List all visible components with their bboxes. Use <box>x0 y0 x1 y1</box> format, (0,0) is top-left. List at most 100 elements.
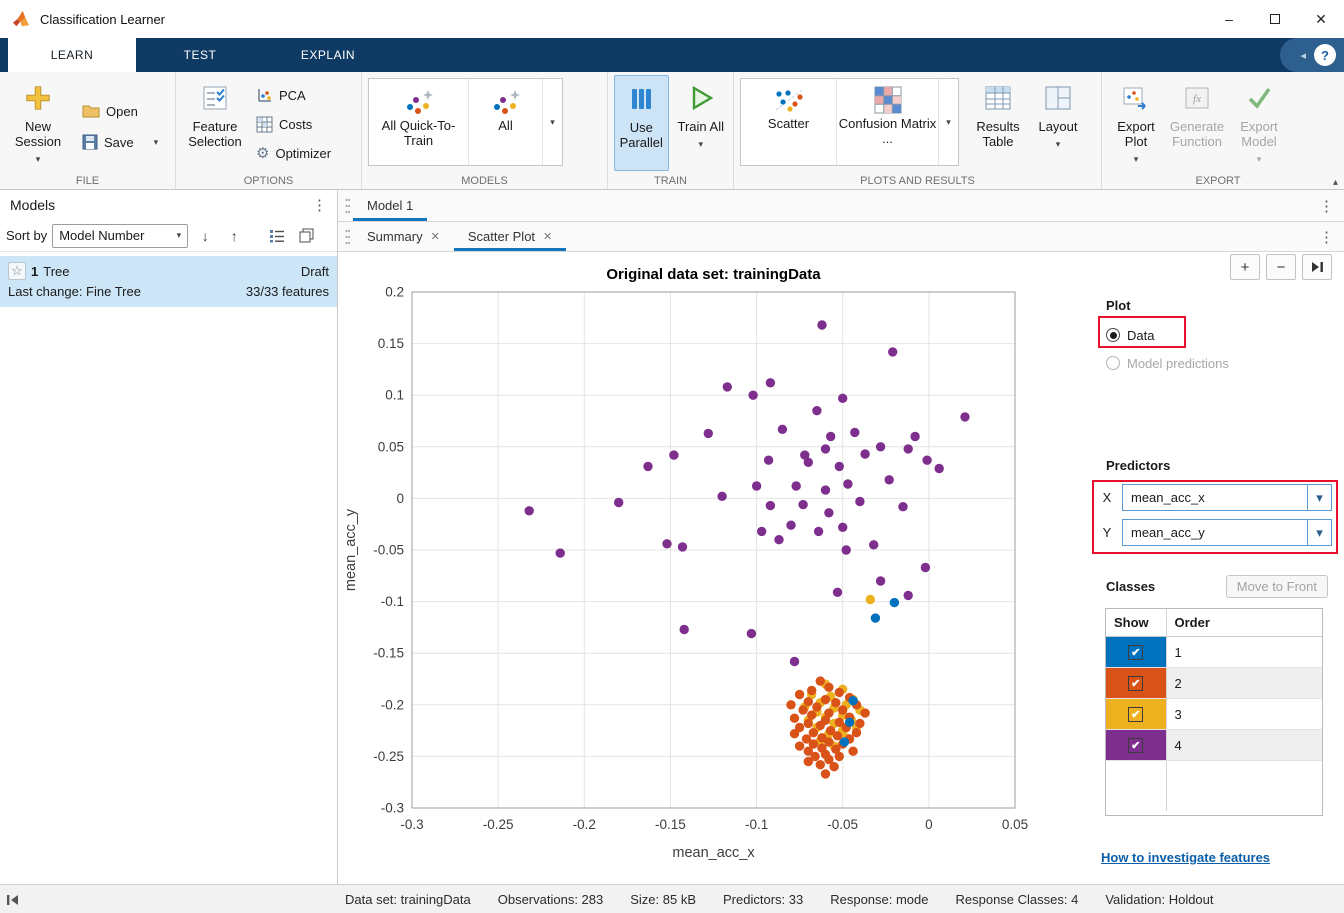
tab-test[interactable]: TEST <box>136 38 264 72</box>
class-order-cell: 3 <box>1166 699 1322 730</box>
collapse-panel-button[interactable] <box>6 885 20 913</box>
collapse-ribbon-button[interactable]: ▴ <box>1333 177 1338 188</box>
models-panel: Models ⋮ Sort by Model Number ▾ ↓ ↑ ☆ 1 … <box>0 190 338 884</box>
duplicate-icon <box>299 228 314 243</box>
app-window: Classification Learner – ✕ LEARN TEST EX… <box>0 0 1344 913</box>
sort-ascending-button[interactable]: ↑ <box>222 224 246 248</box>
document-subtabbar: Summary ✕ Scatter Plot ✕ ⋮ <box>338 222 1344 252</box>
optimizer-label: Optimizer <box>275 146 331 161</box>
results-table-icon <box>984 80 1012 116</box>
chevron-down-icon[interactable]: ▾ <box>1307 485 1331 510</box>
feature-selection-button[interactable]: Feature Selection <box>182 75 248 171</box>
maximize-button[interactable] <box>1252 0 1298 38</box>
models-gallery-all[interactable]: All <box>469 79 543 165</box>
tab-scatter-plot-label: Scatter Plot <box>468 229 535 244</box>
models-gallery-dropdown-button[interactable]: ▾ <box>543 79 562 165</box>
close-button[interactable]: ✕ <box>1298 0 1344 38</box>
save-button[interactable]: Save ▾ <box>82 131 158 153</box>
class-visibility-checkbox[interactable]: ✔ <box>1128 645 1143 660</box>
use-parallel-button[interactable]: Use Parallel <box>614 75 669 171</box>
tab-scatter-plot[interactable]: Scatter Plot ✕ <box>454 222 566 251</box>
results-table-button[interactable]: Results Table <box>967 75 1029 171</box>
how-to-investigate-link[interactable]: How to investigate features <box>1101 850 1270 865</box>
model-tabbar-menu-button[interactable]: ⋮ <box>1309 190 1344 221</box>
export-model-button[interactable]: Export Model ▾ <box>1230 75 1288 171</box>
confusion-matrix-button[interactable]: Confusion Matrix ... <box>837 79 939 165</box>
ribbon-tabbar: LEARN TEST EXPLAIN ◂ ? <box>0 38 1344 72</box>
models-gallery-label: All <box>498 118 512 133</box>
tab-model-1[interactable]: Model 1 <box>353 190 427 221</box>
close-icon[interactable]: ✕ <box>543 230 552 243</box>
favorite-star-icon[interactable]: ☆ <box>8 262 26 280</box>
empty-cell <box>1166 761 1322 811</box>
section-label-export: EXPORT <box>1102 175 1334 187</box>
svg-text:-0.2: -0.2 <box>381 697 404 712</box>
class-row: ✔2 <box>1106 668 1322 699</box>
subtabbar-menu-button[interactable]: ⋮ <box>1309 222 1344 251</box>
status-item: Size: 85 kB <box>630 892 696 907</box>
section-label-file: FILE <box>0 175 175 187</box>
close-icon[interactable]: ✕ <box>431 230 440 243</box>
model-list-item[interactable]: ☆ 1 Tree Draft Last change: Fine Tree 33… <box>0 256 337 307</box>
class-visibility-checkbox[interactable]: ✔ <box>1128 738 1143 753</box>
save-label: Save <box>104 135 134 150</box>
generate-function-button[interactable]: fx Generate Function <box>1164 75 1230 171</box>
radio-model-predictions[interactable]: Model predictions <box>1106 352 1229 374</box>
chevron-down-icon: ▾ <box>177 230 182 241</box>
chevron-down-icon: ▾ <box>1056 137 1061 152</box>
classes-header-row: Classes Move to Front <box>1106 574 1328 598</box>
svg-text:-0.05: -0.05 <box>373 543 404 558</box>
x-predictor-select[interactable]: mean_acc_x ▾ <box>1122 484 1332 511</box>
scatter-label: Scatter <box>768 116 809 131</box>
new-session-button[interactable]: New Session ▾ <box>6 75 70 171</box>
expand-panel-button[interactable] <box>1302 254 1332 280</box>
minimize-button[interactable]: – <box>1206 0 1252 38</box>
open-button[interactable]: Open <box>82 100 158 122</box>
plots-gallery: Scatter Confusion Matrix ... ▾ <box>740 78 959 166</box>
pca-label: PCA <box>279 88 306 103</box>
tab-explain[interactable]: EXPLAIN <box>264 38 392 72</box>
chevron-left-icon: ◂ <box>1300 49 1306 62</box>
sort-by-select[interactable]: Model Number ▾ <box>52 224 188 248</box>
scatter-plot-button[interactable]: Scatter <box>741 79 837 165</box>
move-to-front-button[interactable]: Move to Front <box>1226 575 1328 598</box>
status-bar: Data set: trainingDataObservations: 283S… <box>0 884 1344 913</box>
chevron-down-icon: ▾ <box>698 137 703 152</box>
svg-text:Original data set: trainingDat: Original data set: trainingData <box>606 266 821 283</box>
status-item: Data set: trainingData <box>345 892 471 907</box>
sort-descending-button[interactable]: ↓ <box>193 224 217 248</box>
layout-icon <box>1044 80 1072 116</box>
gear-icon: ⚙ <box>256 144 269 162</box>
chevron-down-icon[interactable]: ▾ <box>1307 520 1331 545</box>
export-plot-button[interactable]: Export Plot ▾ <box>1108 75 1164 171</box>
train-all-button[interactable]: Train All ▾ <box>675 75 728 171</box>
class-row: ✔4 <box>1106 730 1322 761</box>
class-visibility-checkbox[interactable]: ✔ <box>1128 676 1143 691</box>
costs-button[interactable]: Costs <box>256 113 331 135</box>
tab-summary[interactable]: Summary ✕ <box>353 222 454 251</box>
layout-button[interactable]: Layout ▾ <box>1029 75 1087 171</box>
zoom-out-button[interactable]: − <box>1266 254 1296 280</box>
optimizer-button[interactable]: ⚙ Optimizer <box>256 142 331 164</box>
svg-text:0: 0 <box>925 817 933 832</box>
status-item: Validation: Holdout <box>1105 892 1213 907</box>
compare-models-button[interactable] <box>294 224 318 248</box>
drag-handle-icon <box>342 222 353 251</box>
svg-text:-0.1: -0.1 <box>381 594 404 609</box>
pca-button[interactable]: PCA <box>256 84 331 106</box>
models-gallery-all-quick-to-train[interactable]: All Quick-To-Train <box>369 79 469 165</box>
class-visibility-checkbox[interactable]: ✔ <box>1128 707 1143 722</box>
scatter-plot[interactable]: -0.3-0.25-0.2-0.15-0.1-0.0500.05-0.3-0.2… <box>338 252 1038 884</box>
help-button[interactable]: ? <box>1314 44 1336 66</box>
tab-learn[interactable]: LEARN <box>8 38 136 72</box>
list-view-button[interactable] <box>265 224 289 248</box>
y-predictor-select[interactable]: mean_acc_y ▾ <box>1122 519 1332 546</box>
tab-model-1-label: Model 1 <box>367 198 413 213</box>
models-panel-menu-button[interactable]: ⋮ <box>312 196 327 214</box>
plots-gallery-dropdown-button[interactable]: ▾ <box>939 79 958 165</box>
zoom-in-button[interactable]: + <box>1230 254 1260 280</box>
classes-col-order: Order <box>1166 609 1322 637</box>
radio-data[interactable]: Data <box>1106 324 1154 346</box>
svg-text:mean_acc_x: mean_acc_x <box>672 845 755 861</box>
chevron-down-icon: ▾ <box>1257 152 1262 167</box>
